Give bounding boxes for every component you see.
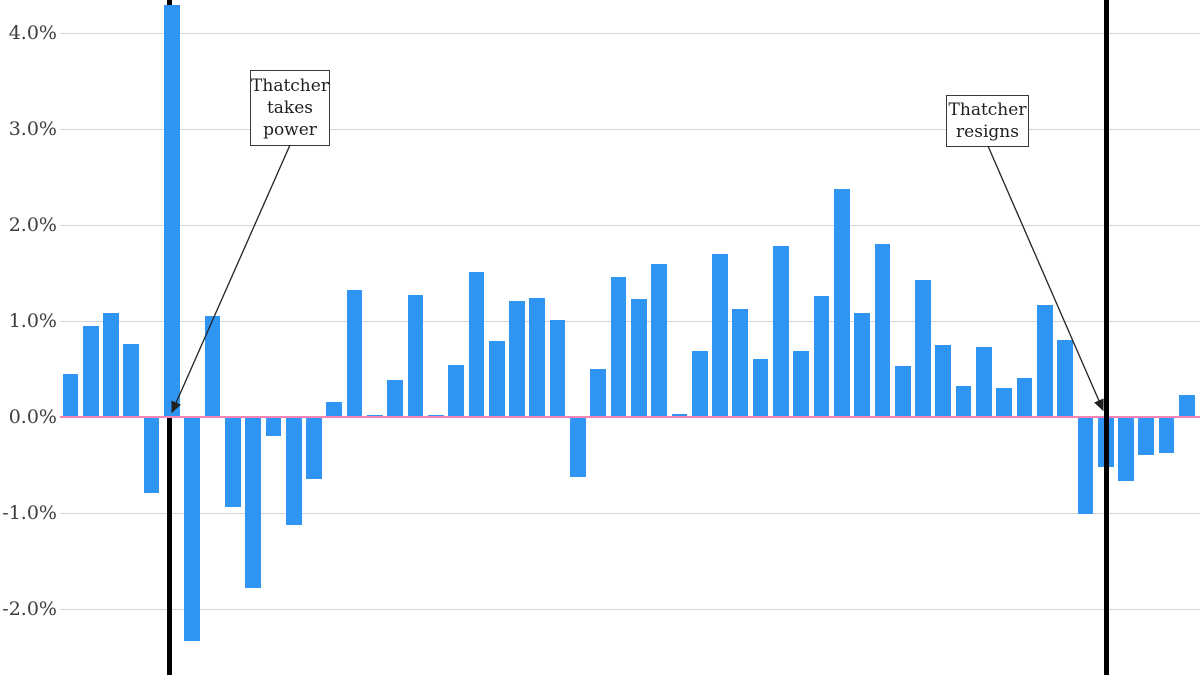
bar bbox=[976, 346, 992, 417]
bar bbox=[164, 5, 180, 417]
bar bbox=[285, 417, 302, 526]
bar bbox=[488, 341, 505, 417]
annotation-text-line: Thatcher bbox=[251, 76, 329, 96]
bar bbox=[996, 388, 1013, 417]
y-axis-tick-label: 2.0% bbox=[8, 214, 57, 236]
bar bbox=[529, 297, 546, 417]
annotation-thatcher-takes-power: Thatcher takes power bbox=[250, 70, 330, 146]
bar bbox=[1077, 417, 1094, 514]
annotation-text-line: resigns bbox=[956, 122, 1019, 142]
bar bbox=[1016, 377, 1033, 417]
bar bbox=[874, 244, 891, 417]
bar bbox=[346, 290, 363, 417]
bar bbox=[732, 308, 749, 417]
annotation-text-line: takes bbox=[266, 98, 314, 118]
bar bbox=[854, 313, 870, 417]
y-axis-tick-label: 0.0% bbox=[8, 406, 57, 428]
bar bbox=[1118, 417, 1134, 482]
bar bbox=[407, 295, 424, 417]
bar bbox=[570, 417, 586, 478]
bar bbox=[813, 296, 830, 417]
y-axis-tick-label: -1.0% bbox=[2, 502, 57, 524]
bar bbox=[1179, 394, 1195, 417]
bar bbox=[955, 386, 972, 417]
bar bbox=[143, 417, 160, 493]
annotation-thatcher-resigns: Thatcher resigns bbox=[946, 95, 1029, 147]
gridline bbox=[60, 513, 1200, 514]
bar bbox=[103, 313, 119, 417]
gridline bbox=[60, 129, 1200, 130]
bar bbox=[590, 369, 607, 417]
event-line-thatcher-resigns bbox=[1103, 0, 1109, 675]
bar bbox=[184, 417, 201, 641]
bar bbox=[610, 276, 627, 417]
bar bbox=[306, 417, 322, 480]
bar bbox=[935, 345, 952, 417]
bar bbox=[691, 350, 708, 417]
bar bbox=[712, 253, 728, 417]
bar bbox=[1057, 340, 1073, 417]
bar bbox=[752, 359, 769, 417]
bar bbox=[204, 316, 221, 417]
gridline bbox=[60, 609, 1200, 610]
bar bbox=[915, 279, 931, 417]
y-axis-tick-label: 3.0% bbox=[8, 118, 57, 140]
bar bbox=[773, 246, 789, 417]
bar bbox=[894, 366, 911, 417]
bar bbox=[549, 320, 566, 417]
zero-gridline bbox=[60, 416, 1200, 418]
bar bbox=[793, 350, 810, 417]
bar bbox=[651, 264, 667, 417]
bar bbox=[448, 365, 464, 417]
bar bbox=[123, 344, 140, 417]
bar bbox=[62, 373, 79, 417]
bar bbox=[326, 401, 343, 417]
bar bbox=[671, 414, 688, 417]
bar bbox=[630, 298, 647, 417]
bar bbox=[1158, 417, 1175, 453]
gridline bbox=[60, 33, 1200, 34]
gridline bbox=[60, 321, 1200, 322]
bar bbox=[82, 325, 99, 417]
bar bbox=[265, 417, 282, 437]
annotation-text-line: power bbox=[263, 120, 317, 140]
bar bbox=[387, 379, 404, 417]
bar bbox=[509, 300, 525, 417]
y-axis-tick-label: 4.0% bbox=[8, 22, 57, 44]
annotation-text-line: Thatcher bbox=[948, 100, 1027, 120]
bar bbox=[468, 272, 485, 417]
annotation-thatcher-takes-power-arrow bbox=[171, 144, 291, 414]
bar bbox=[245, 417, 261, 588]
y-axis-tick-label: 1.0% bbox=[8, 310, 57, 332]
y-axis-tick-label: -2.0% bbox=[2, 598, 57, 620]
gridline bbox=[60, 225, 1200, 226]
bar bbox=[1138, 417, 1155, 456]
bar bbox=[1036, 304, 1053, 417]
bar bbox=[224, 417, 241, 508]
bar bbox=[833, 188, 850, 417]
